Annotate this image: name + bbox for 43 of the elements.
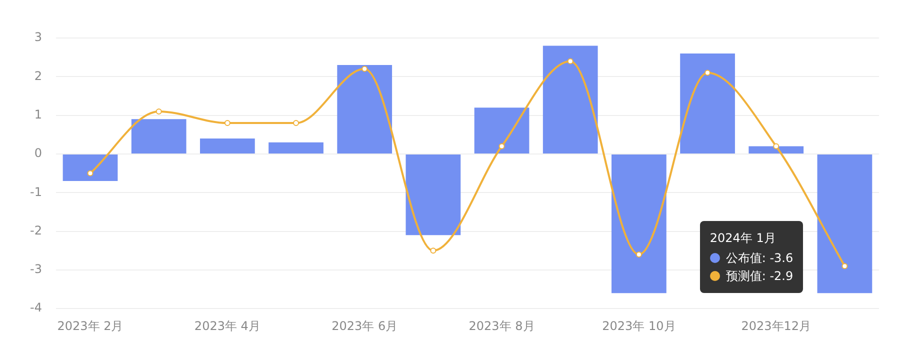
x-tick-label: 2023年 10月 xyxy=(602,318,676,333)
point xyxy=(773,143,780,150)
y-tick-label: -2 xyxy=(30,223,42,238)
y-tick-label: 1 xyxy=(34,107,42,122)
bar xyxy=(542,46,598,154)
point xyxy=(156,108,162,114)
y-tick-label: -4 xyxy=(30,300,42,315)
bar xyxy=(200,138,255,154)
y-tick-label: -3 xyxy=(30,262,42,276)
x-tick-label: 2023年 4月 xyxy=(194,318,260,333)
point xyxy=(842,263,848,270)
bar xyxy=(337,65,392,154)
y-tick-label: 0 xyxy=(34,146,42,160)
legend-title: 2024年 1月 xyxy=(710,230,777,247)
bar xyxy=(474,108,530,154)
point xyxy=(87,170,94,176)
y-tick-label: 2 xyxy=(34,68,42,83)
point xyxy=(293,120,300,126)
x-tick-label: 2023年 6月 xyxy=(332,318,398,333)
x-tick-label: 2023年12月 xyxy=(741,318,812,333)
point xyxy=(567,58,574,64)
point xyxy=(362,66,368,72)
x-tick-label: 2023年 2月 xyxy=(57,318,124,333)
legend-label: 公布值: xyxy=(726,250,766,265)
bar xyxy=(817,154,872,294)
bar xyxy=(612,154,666,294)
y-tick-label: -1 xyxy=(30,184,42,199)
point xyxy=(636,251,642,258)
x-tick-label: 2023年 8月 xyxy=(468,318,535,333)
y-tick-label: 3 xyxy=(34,30,42,44)
bar xyxy=(748,146,804,154)
annotation: -3.6 xyxy=(770,250,794,265)
bar xyxy=(680,53,735,154)
legend-label: 预测值: xyxy=(726,268,766,283)
point xyxy=(430,248,436,254)
bar xyxy=(268,142,324,154)
annotation: -2.9 xyxy=(770,268,794,283)
bar xyxy=(62,154,118,182)
bar xyxy=(406,154,461,236)
point xyxy=(704,70,711,76)
point xyxy=(224,120,230,126)
point xyxy=(498,143,505,150)
bar xyxy=(131,119,186,154)
